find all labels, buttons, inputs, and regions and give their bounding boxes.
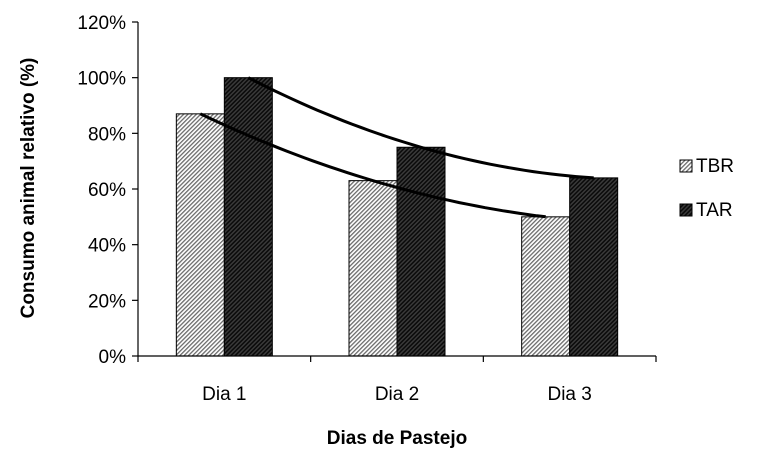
bar-tar bbox=[223, 77, 273, 357]
x-tick-label: Dia 3 bbox=[547, 384, 591, 405]
bar-tbr bbox=[175, 113, 225, 357]
x-axis-title: Dias de Pastejo bbox=[327, 428, 467, 449]
x-ticks-group: Dia 1 Dia 2 Dia 3 bbox=[137, 356, 657, 405]
y-tick-label: 20% bbox=[88, 291, 126, 312]
legend-swatch-tar bbox=[679, 203, 693, 217]
y-tick-label: 60% bbox=[88, 180, 126, 201]
trendline-tbr bbox=[199, 112, 546, 219]
bar-tar bbox=[396, 146, 446, 357]
y-tick-label: 80% bbox=[88, 124, 126, 145]
legend: TBR TAR bbox=[679, 156, 734, 221]
y-tick-label: 120% bbox=[77, 13, 126, 34]
y-axis-title: Consumo animal relativo (%) bbox=[18, 58, 39, 319]
bars-group bbox=[175, 77, 619, 357]
bar-tbr bbox=[521, 216, 571, 357]
bar-tar bbox=[569, 177, 619, 357]
y-tick-label: 40% bbox=[88, 236, 126, 257]
trendlines-group bbox=[199, 76, 594, 219]
y-tick-label: 0% bbox=[99, 347, 127, 368]
x-tick-label: Dia 2 bbox=[375, 384, 419, 405]
y-ticks-group: 0% 20% 40% 60% 80% 100% 120% bbox=[77, 13, 138, 368]
legend-swatch-tbr bbox=[679, 159, 693, 173]
trendline-tar bbox=[247, 76, 594, 180]
x-tick-label: Dia 1 bbox=[202, 384, 246, 405]
legend-label-tbr: TBR bbox=[696, 156, 734, 177]
bar-tbr bbox=[348, 180, 398, 357]
legend-label-tar: TAR bbox=[696, 200, 733, 221]
y-tick-label: 100% bbox=[77, 69, 126, 90]
